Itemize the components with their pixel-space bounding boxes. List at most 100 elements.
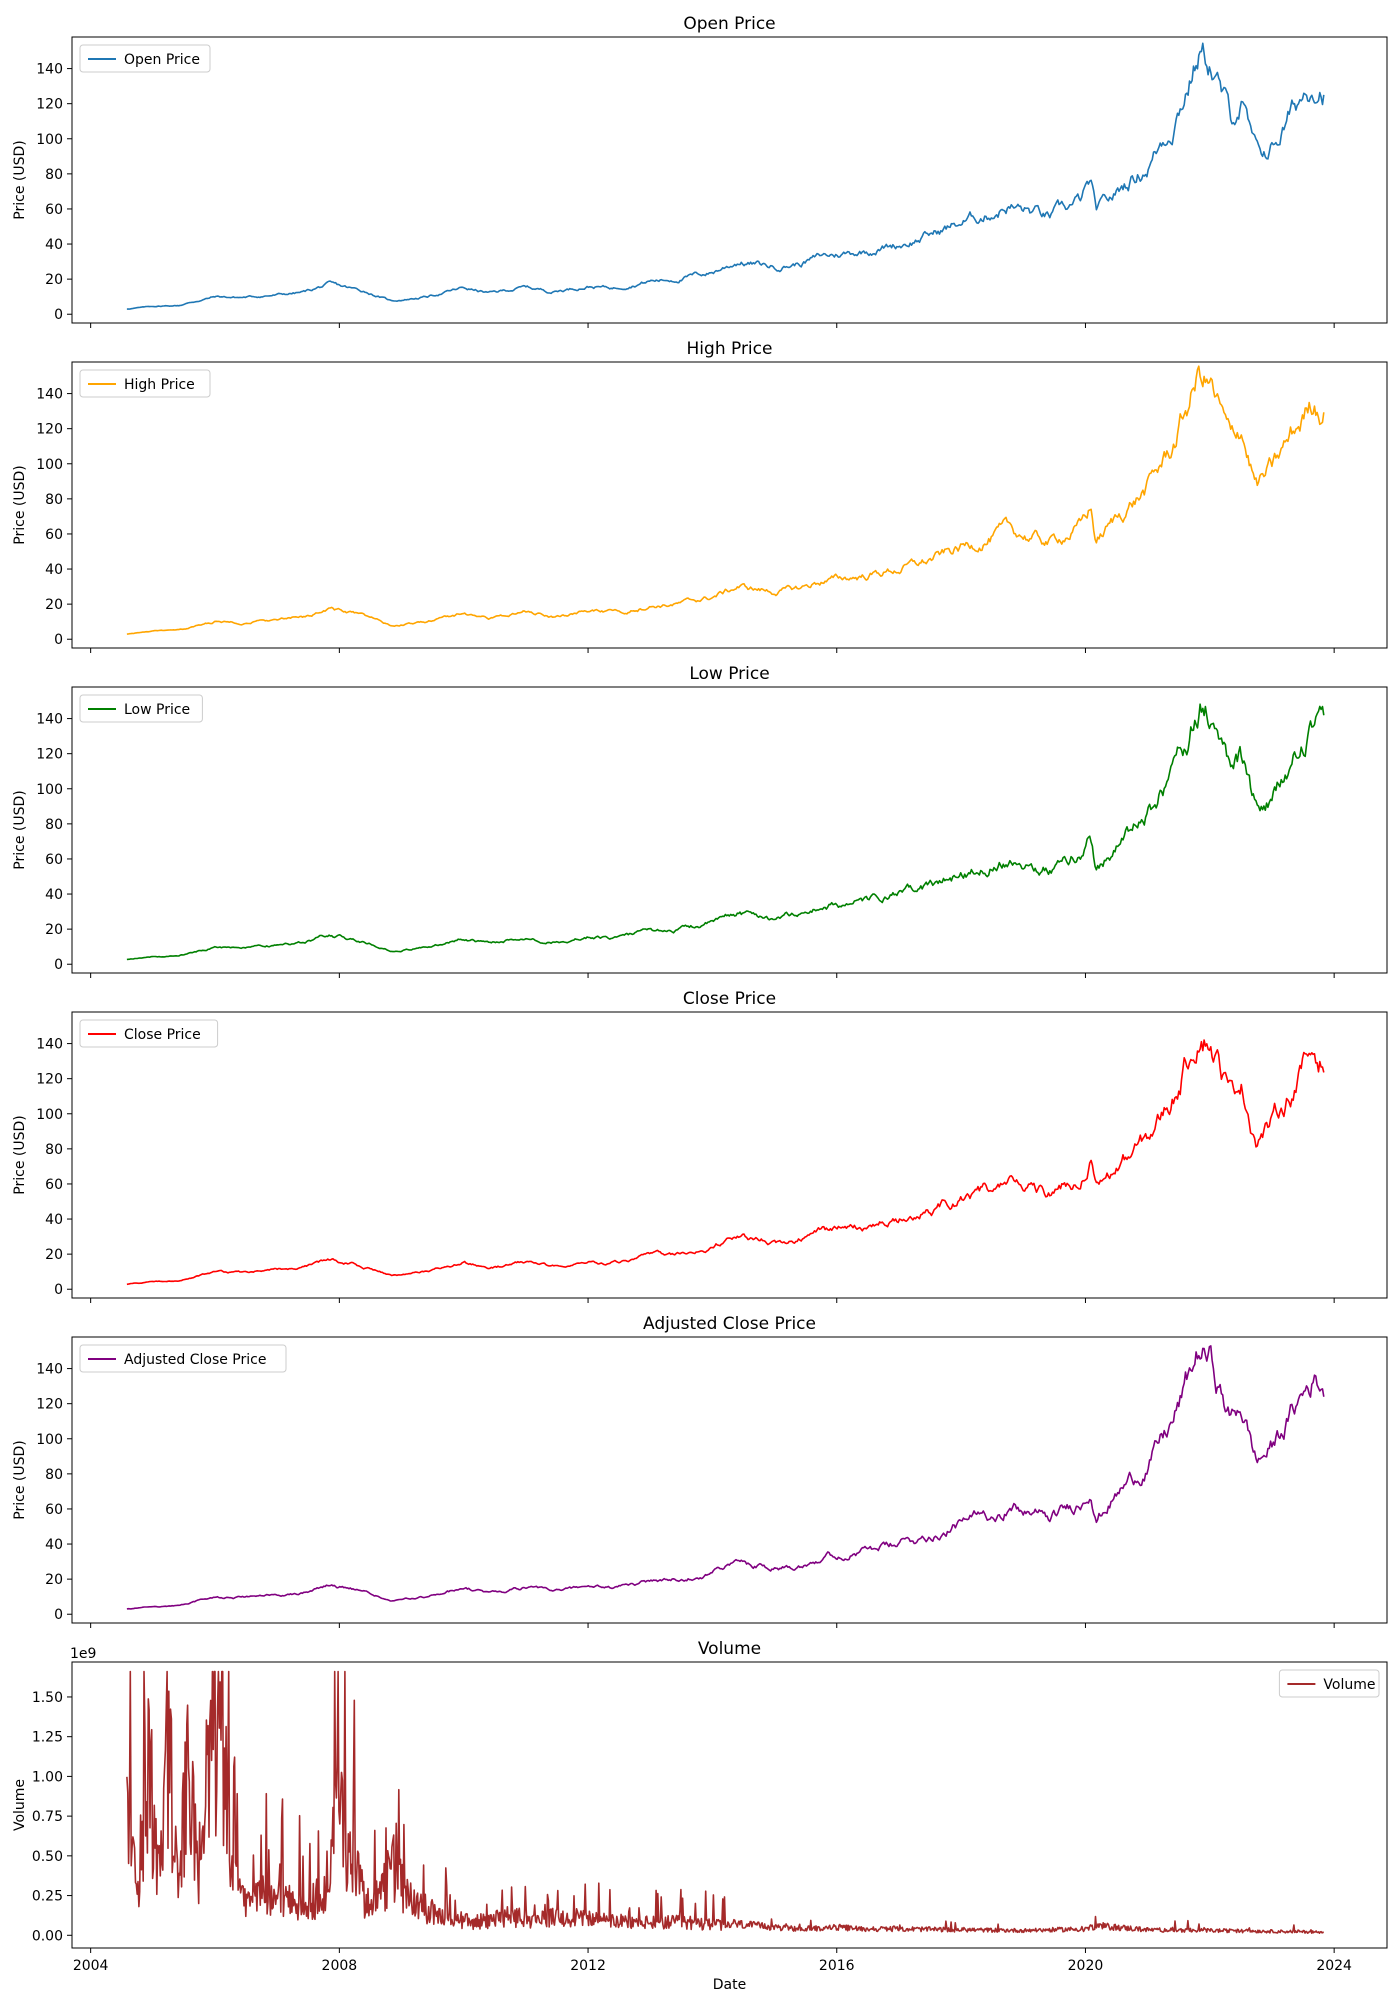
y-tick-label: 40: [45, 887, 63, 903]
y-tick-label: 0: [54, 307, 63, 323]
subplot-3: Low Price 0 20 40 60 80 100 120 140 Price (USD) Lo…: [12, 664, 1388, 978]
legend-label: Low Price: [124, 702, 190, 718]
legend-box: [79, 1344, 287, 1373]
y-tick-label: 20: [45, 922, 63, 938]
y-tick-label: 20: [45, 1572, 63, 1588]
series-line: [126, 1345, 1325, 1610]
y-axis-label: Price (USD): [12, 465, 28, 544]
y-tick-label: 20: [45, 597, 63, 613]
legend: Open Price: [79, 44, 211, 73]
y-tick-label: 120: [36, 422, 63, 438]
y-tick-label: 80: [45, 492, 63, 508]
legend-box: [79, 44, 211, 73]
series-line: [126, 703, 1325, 961]
series-line: [126, 365, 1325, 635]
y-tick-label: 80: [45, 817, 63, 833]
y-tick-label: 80: [45, 1467, 63, 1483]
legend-box: [79, 694, 203, 723]
legend: Close Price: [79, 1019, 219, 1048]
y-tick-label: 60: [45, 1502, 63, 1518]
x-tick-label: 2004: [73, 1958, 109, 1974]
subplot-2: High Price 0 20 40 60 80 100 120 140 Price (USD) H…: [12, 339, 1388, 653]
y-tick-label: 60: [45, 852, 63, 868]
y-axis-label: Volume: [12, 1779, 28, 1831]
y-tick-label: 0.00: [32, 1928, 63, 1944]
subplot-title: Volume: [698, 1639, 761, 1659]
y-tick-label: 120: [36, 97, 63, 113]
y-tick-label: 20: [45, 1247, 63, 1263]
legend-label: Adjusted Close Price: [124, 1352, 266, 1368]
legend-label: Close Price: [124, 1027, 201, 1043]
y-tick-label: 60: [45, 1177, 63, 1193]
legend-label: Open Price: [124, 52, 200, 68]
series-line: [126, 1039, 1325, 1286]
y-offset-text: 1e9: [70, 1646, 96, 1662]
y-tick-label: 0: [54, 957, 63, 973]
y-tick-label: 100: [36, 1107, 63, 1123]
y-tick-label: 0.50: [32, 1849, 63, 1865]
x-tick-label: 2012: [570, 1958, 606, 1974]
y-tick-label: 1.00: [32, 1769, 63, 1785]
y-tick-label: 0: [54, 1607, 63, 1623]
legend: Volume: [1278, 1669, 1380, 1698]
legend-box: [79, 369, 211, 398]
y-tick-label: 0.75: [32, 1809, 63, 1825]
legend-label: High Price: [124, 377, 195, 393]
plot-frame: [71, 686, 1388, 974]
subplot-title: Low Price: [689, 664, 769, 684]
legend: Low Price: [79, 694, 203, 723]
subplot-title: Close Price: [683, 989, 776, 1009]
y-tick-label: 40: [45, 562, 63, 578]
y-tick-label: 60: [45, 202, 63, 218]
series-line: [126, 42, 1325, 310]
y-tick-label: 60: [45, 527, 63, 543]
y-tick-label: 80: [45, 167, 63, 183]
subplot-4: Close Price 0 20 40 60 80 100 120 140 Price (USD)…: [12, 989, 1388, 1303]
legend-box: [79, 1019, 219, 1048]
plot-frame: [71, 1661, 1388, 1949]
y-tick-label: 0.25: [32, 1889, 63, 1905]
plot-frame: [71, 1336, 1388, 1624]
series-line: [126, 1670, 1324, 1934]
x-axis-label: Date: [713, 1977, 746, 1993]
y-tick-label: 40: [45, 1537, 63, 1553]
y-axis-label: Price (USD): [12, 140, 28, 219]
x-tick-label: 2016: [819, 1958, 855, 1974]
y-tick-label: 140: [36, 62, 63, 78]
y-tick-label: 40: [45, 1212, 63, 1228]
x-tick-label: 2008: [322, 1958, 358, 1974]
y-axis-label: Price (USD): [12, 1440, 28, 1519]
y-tick-label: 100: [36, 457, 63, 473]
y-tick-label: 1.50: [32, 1690, 63, 1706]
y-tick-label: 100: [36, 1432, 63, 1448]
y-tick-label: 20: [45, 272, 63, 288]
legend: Adjusted Close Price: [79, 1344, 287, 1373]
legend-box: [1278, 1669, 1380, 1698]
plot-frame: [71, 361, 1388, 649]
y-tick-label: 100: [36, 782, 63, 798]
subplot-title: Adjusted Close Price: [643, 1314, 816, 1334]
subplot-6: Volume 0.00 0.25 0.50 0.75 1.00 1.25 1.50 2004 20…: [12, 1639, 1388, 1993]
y-tick-label: 100: [36, 132, 63, 148]
legend-label: Volume: [1323, 1677, 1375, 1693]
subplot-title: High Price: [687, 339, 773, 359]
plot-frame: [71, 1011, 1388, 1299]
y-tick-label: 80: [45, 1142, 63, 1158]
x-tick-label: 2020: [1068, 1958, 1104, 1974]
subplot-5: Adjusted Close Price 0 20 40 60 80 100 120 140 Pr…: [12, 1314, 1388, 1628]
y-tick-label: 0: [54, 1282, 63, 1298]
subplot-title: Open Price: [683, 14, 775, 34]
y-tick-label: 140: [36, 387, 63, 403]
y-tick-label: 40: [45, 237, 63, 253]
y-tick-label: 140: [36, 712, 63, 728]
subplot-1: Open Price 0 20 40 60 80 100 120 140 Price (USD) O…: [12, 14, 1388, 328]
y-tick-label: 140: [36, 1037, 63, 1053]
x-tick-label: 2024: [1316, 1958, 1352, 1974]
y-axis-label: Price (USD): [12, 1115, 28, 1194]
y-tick-label: 120: [36, 747, 63, 763]
y-tick-label: 1.25: [32, 1730, 63, 1746]
y-axis-label: Price (USD): [12, 790, 28, 869]
y-tick-label: 120: [36, 1072, 63, 1088]
legend: High Price: [79, 369, 211, 398]
